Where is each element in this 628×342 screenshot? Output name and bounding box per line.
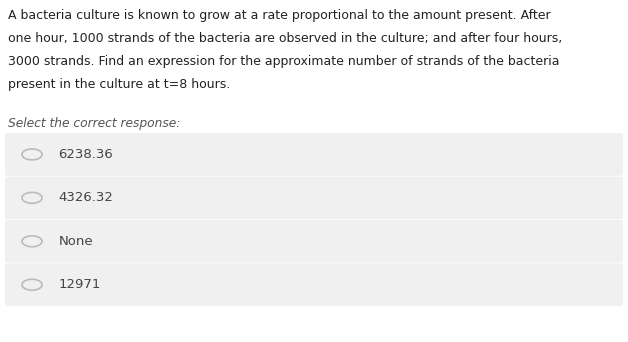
- Text: 4326.32: 4326.32: [58, 191, 113, 205]
- FancyBboxPatch shape: [5, 176, 623, 219]
- Text: Select the correct response:: Select the correct response:: [8, 117, 180, 130]
- FancyBboxPatch shape: [5, 220, 623, 263]
- Text: 12971: 12971: [58, 278, 100, 291]
- Text: A bacteria culture is known to grow at a rate proportional to the amount present: A bacteria culture is known to grow at a…: [8, 9, 551, 22]
- Text: one hour, 1000 strands of the bacteria are observed in the culture; and after fo: one hour, 1000 strands of the bacteria a…: [8, 32, 563, 45]
- Text: None: None: [58, 235, 93, 248]
- FancyBboxPatch shape: [5, 133, 623, 176]
- Text: 3000 strands. Find an expression for the approximate number of strands of the ba: 3000 strands. Find an expression for the…: [8, 55, 560, 68]
- Text: present in the culture at t=8 hours.: present in the culture at t=8 hours.: [8, 78, 230, 91]
- Text: 6238.36: 6238.36: [58, 148, 113, 161]
- FancyBboxPatch shape: [5, 263, 623, 306]
